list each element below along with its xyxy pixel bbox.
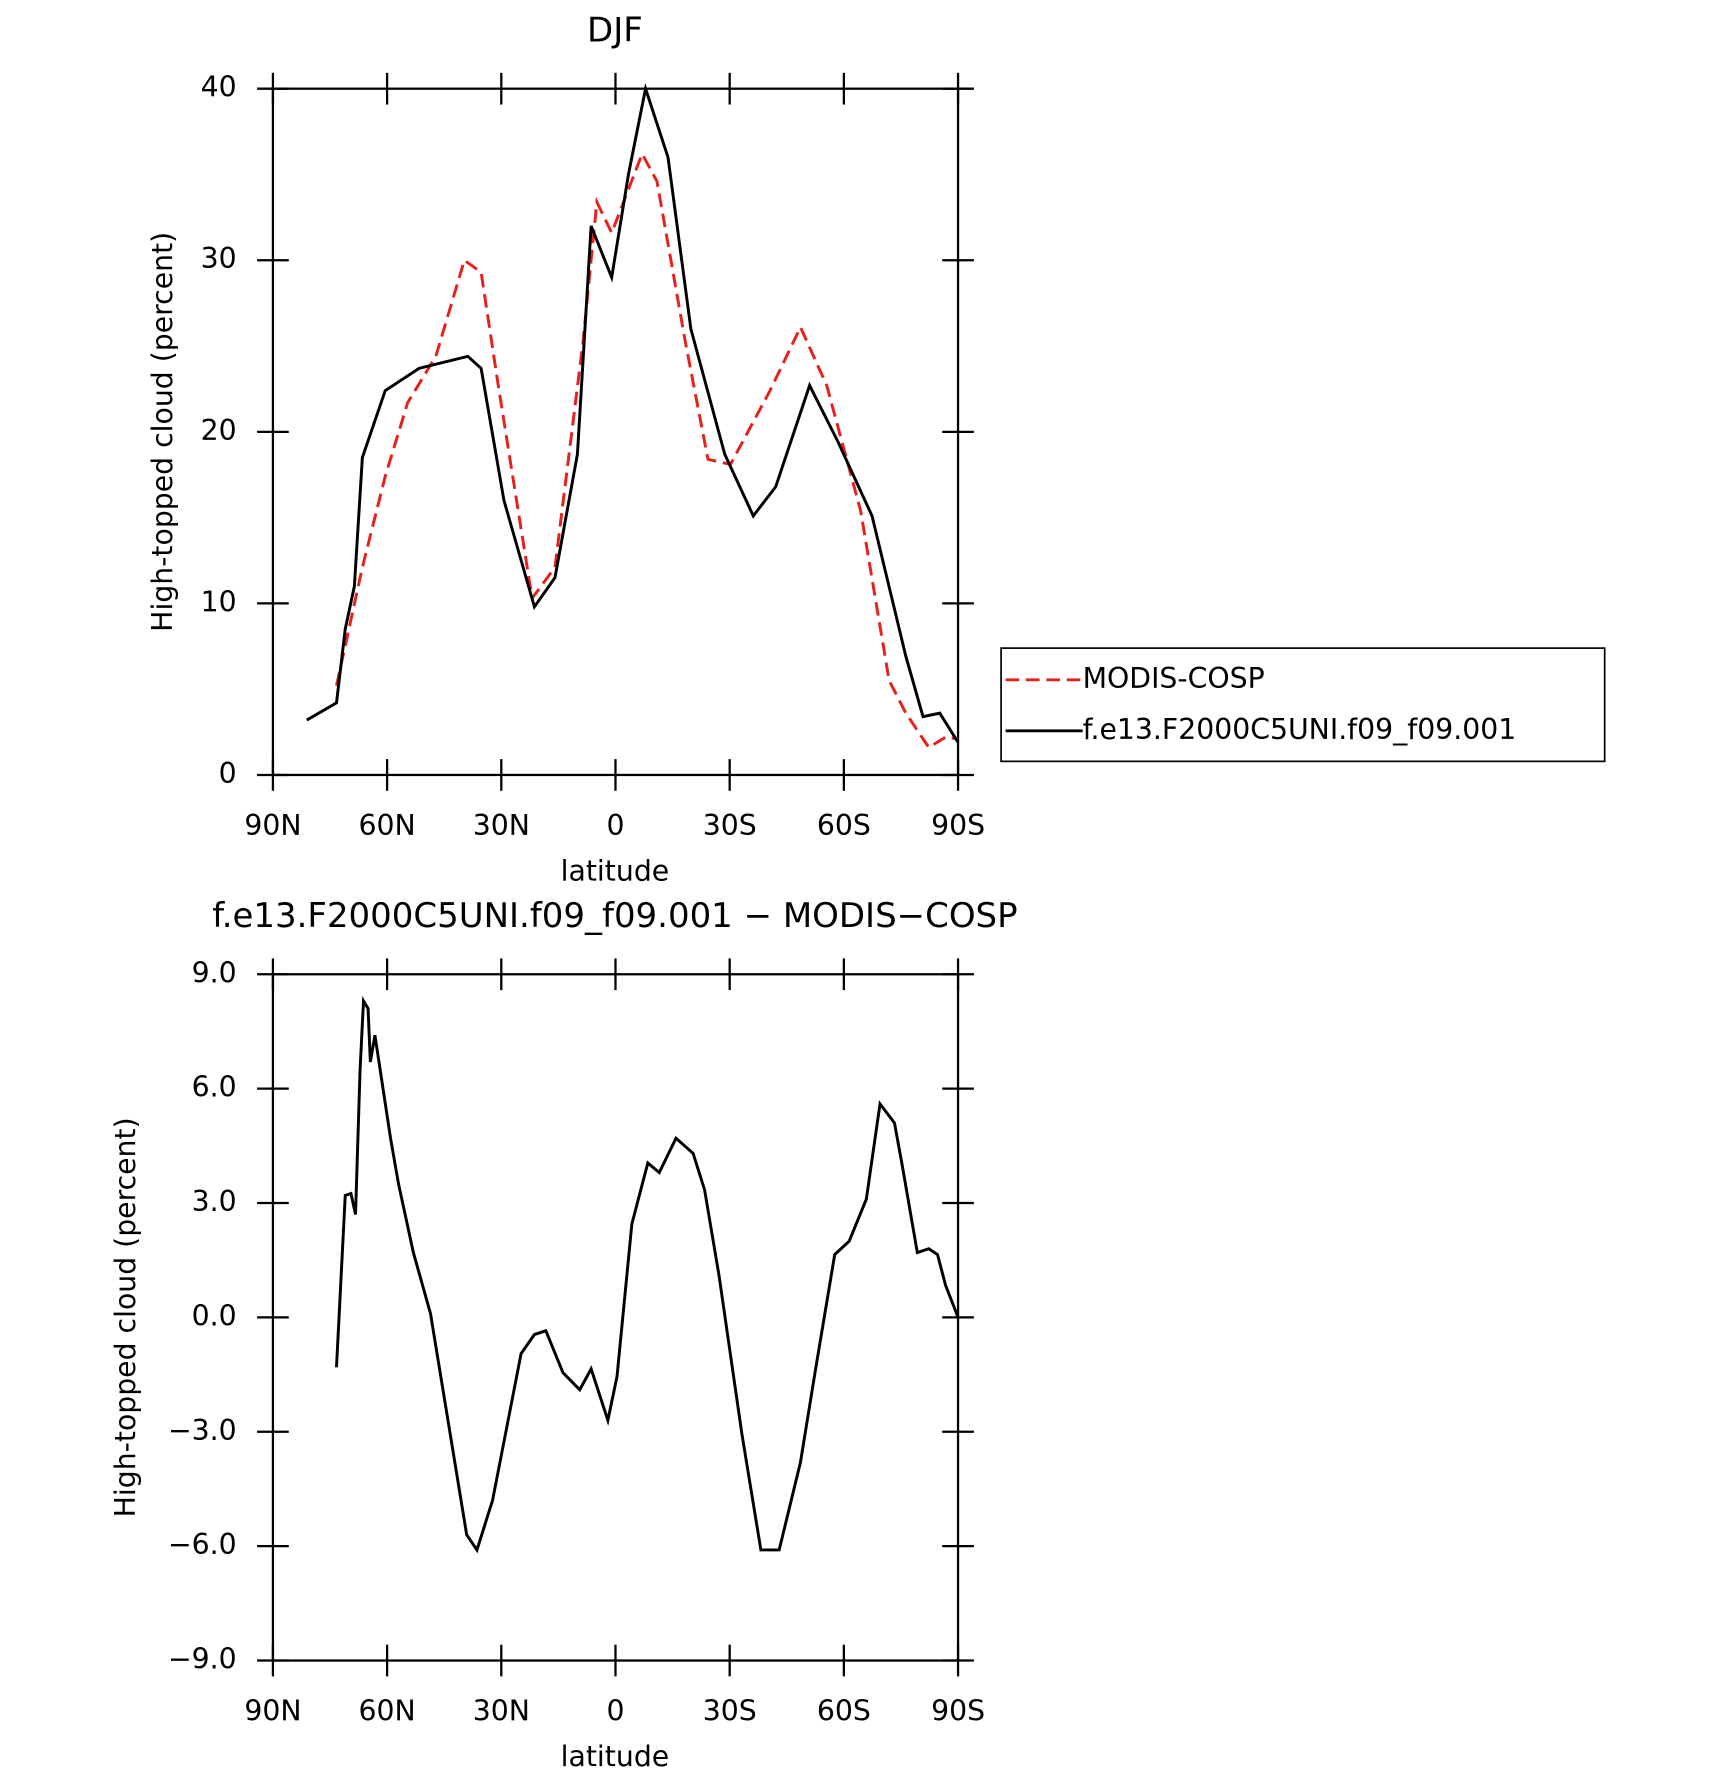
y-tick-label: 10 [201, 585, 237, 618]
x-tick-label: 30N [473, 809, 530, 842]
chart-title: f.e13.F2000C5UNI.f09_f09.001 − MODIS−COS… [212, 896, 1017, 936]
y-tick-label: 40 [201, 71, 237, 104]
y-axis-label: High-topped cloud (percent) [109, 1117, 142, 1517]
legend-box [1000, 647, 1606, 763]
x-tick-label: 30S [703, 1695, 757, 1728]
y-tick-label: 9.0 [192, 956, 237, 989]
y-tick-label: 6.0 [192, 1071, 237, 1104]
data-line [306, 82, 960, 744]
y-tick-label: −9.0 [168, 1643, 237, 1676]
y-tick-label: −6.0 [168, 1528, 237, 1561]
y-axis-label: High-topped cloud (percent) [146, 232, 179, 632]
y-tick-label: 0.0 [192, 1299, 237, 1332]
x-tick-label: 90S [931, 809, 985, 842]
x-tick-label: 90N [244, 809, 301, 842]
x-tick-label: 30S [703, 809, 757, 842]
x-tick-label: 60S [817, 809, 871, 842]
x-tick-label: 60S [817, 1695, 871, 1728]
chart-title: DJF [587, 11, 643, 51]
x-tick-label: 60N [359, 809, 416, 842]
y-tick-label: −3.0 [168, 1414, 237, 1447]
y-tick-label: 0 [219, 757, 237, 790]
x-tick-label: 0 [606, 1695, 624, 1728]
data-line [335, 996, 960, 1554]
data-line [335, 150, 959, 750]
x-tick-label: 60N [359, 1695, 416, 1728]
x-tick-label: 0 [606, 809, 624, 842]
y-tick-label: 20 [201, 414, 237, 447]
legend-label: MODIS-COSP [1083, 662, 1265, 695]
y-tick-label: 30 [201, 242, 237, 275]
x-axis-label: latitude [561, 854, 670, 887]
y-tick-label: 3.0 [192, 1185, 237, 1218]
x-tick-label: 90S [931, 1695, 985, 1728]
x-axis-label: latitude [561, 1740, 670, 1773]
legend-label: f.e13.F2000C5UNI.f09_f09.001 [1083, 713, 1517, 746]
plot-frame [271, 973, 960, 1662]
x-tick-label: 30N [473, 1695, 530, 1728]
plot-frame [271, 87, 960, 777]
x-tick-label: 90N [244, 1695, 301, 1728]
